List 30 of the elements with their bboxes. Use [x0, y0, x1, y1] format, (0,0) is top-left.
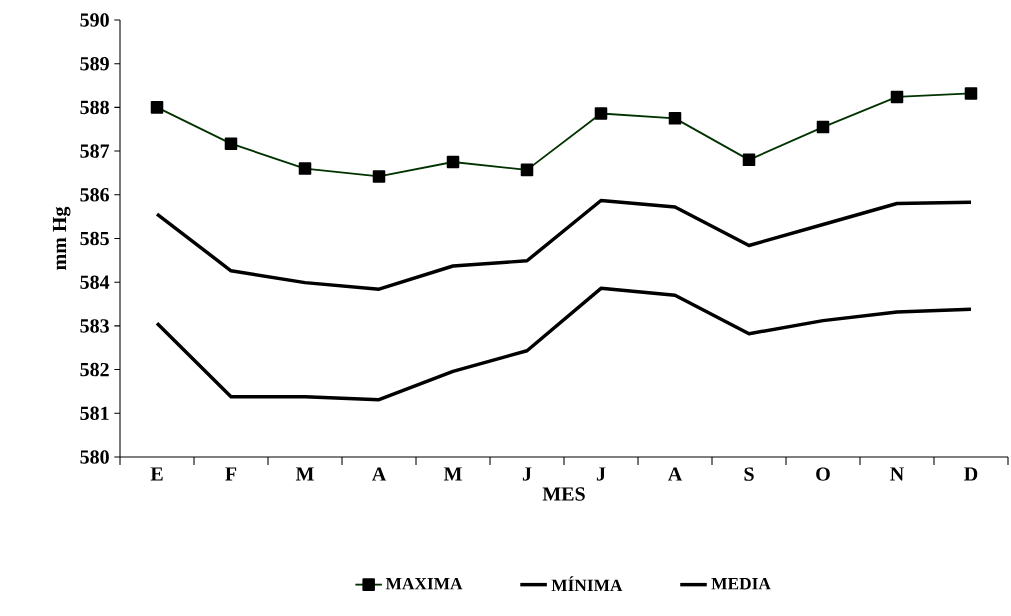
legend-label: MAXIMA: [385, 577, 463, 590]
x-tick-label: J: [596, 467, 606, 481]
y-tick-label: 589: [80, 56, 109, 71]
x-tick-label: S: [744, 467, 754, 481]
y-tick-label: 581: [80, 406, 109, 421]
x-tick-label: A: [371, 467, 387, 481]
y-tick-label: 582: [80, 362, 109, 377]
x-tick-label: J: [522, 467, 532, 481]
x-tick-label: N: [890, 467, 904, 481]
y-tick-label: 583: [80, 319, 109, 333]
legend-label: MEDIA: [711, 577, 771, 590]
y-tick-label: 590: [80, 13, 109, 27]
x-tick-label: M: [295, 467, 314, 481]
x-tick-label: E: [150, 467, 163, 481]
y-tick-label: 587: [80, 144, 110, 158]
y-tick-label: 588: [80, 100, 109, 115]
x-tick-label: M: [443, 467, 462, 481]
legend-label: MÍNIMA: [551, 576, 623, 592]
y-tick-label: 585: [80, 231, 109, 246]
line-series: [155, 286, 973, 402]
y-tick-label: 586: [80, 188, 110, 202]
x-tick-label: F: [225, 467, 237, 481]
x-axis-title: MES: [542, 487, 585, 501]
y-axis-title: mm Hg: [52, 206, 71, 270]
y-tick-label: 580: [80, 450, 109, 464]
x-tick-label: A: [667, 467, 683, 481]
y-tick-label: 584: [80, 275, 110, 289]
x-tick-label: O: [816, 467, 830, 481]
x-tick-label: D: [964, 467, 978, 481]
line-series: [155, 198, 973, 291]
